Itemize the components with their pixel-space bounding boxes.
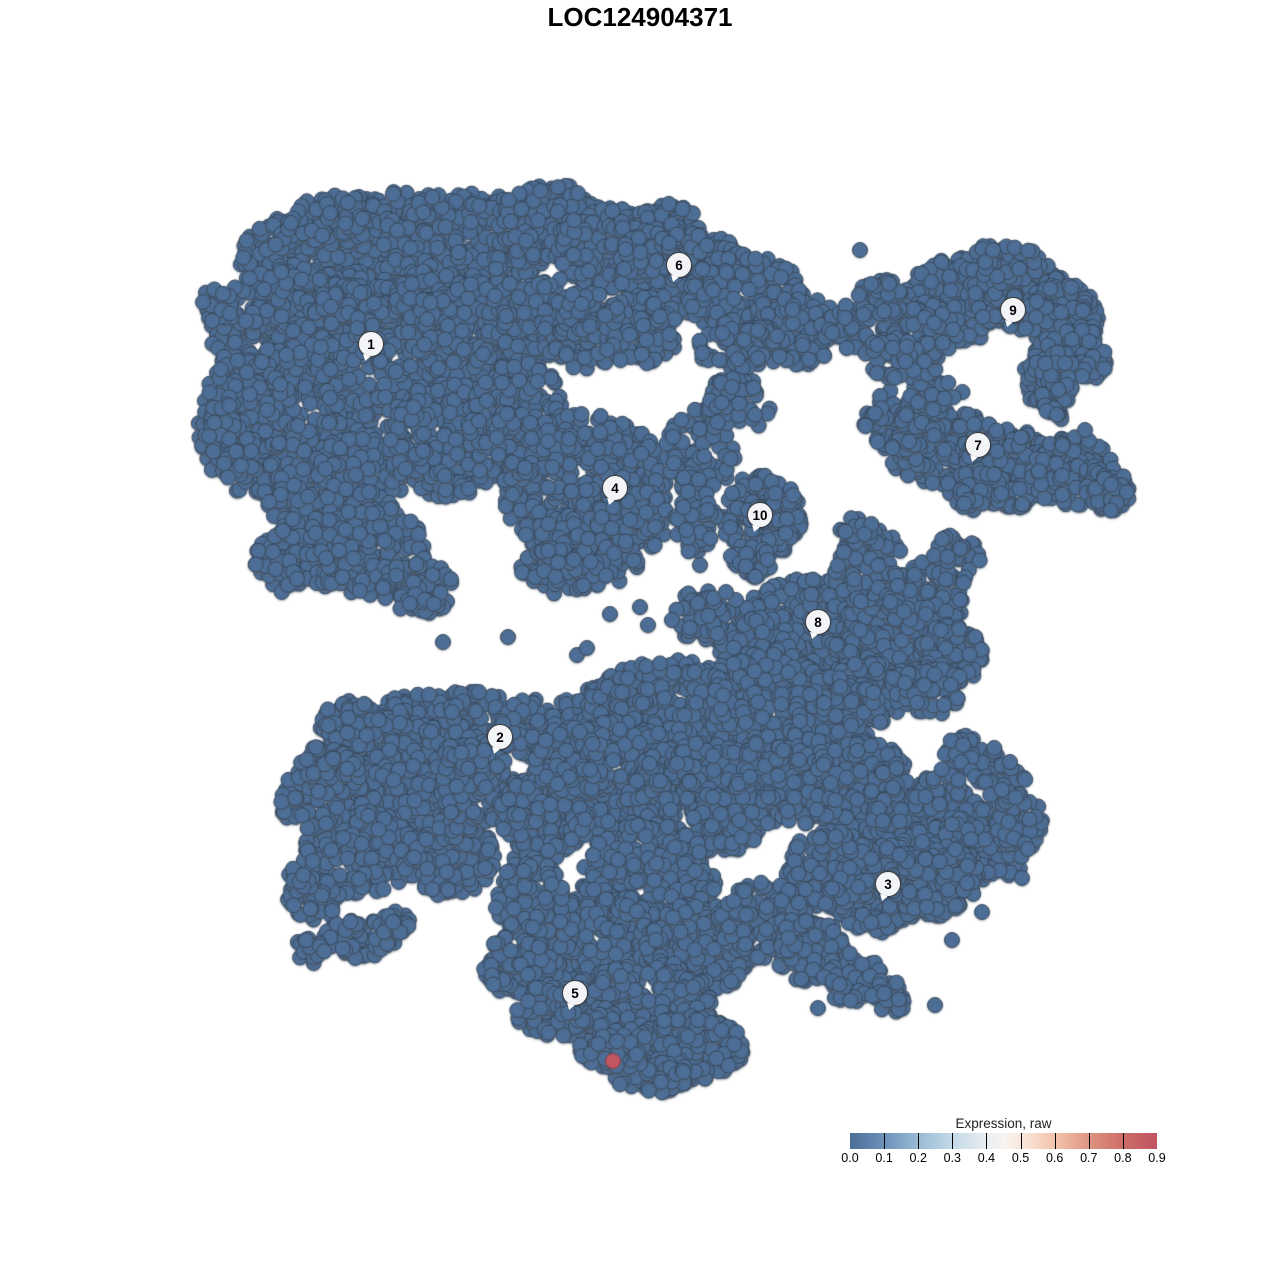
legend-tick-label: 0.0: [841, 1151, 859, 1165]
legend-tick-labels: 0.0 0.1 0.2 0.3 0.4 0.5 0.6 0.7 0.8 0.9: [841, 1151, 1165, 1167]
legend-gradient-bar: [850, 1133, 1157, 1149]
legend-tick-label: 0.3: [943, 1151, 962, 1165]
cluster-label-6[interactable]: 6: [666, 252, 692, 284]
cluster-label-1[interactable]: 1: [358, 331, 384, 363]
cluster-label-2[interactable]: 2: [487, 724, 513, 756]
legend-tick-label: 0.5: [1011, 1151, 1030, 1165]
cluster-label-10[interactable]: 10: [747, 502, 773, 534]
legend-tick-mark: [986, 1133, 988, 1149]
cluster-label-9[interactable]: 9: [1000, 297, 1026, 329]
legend-tick-mark: [884, 1133, 886, 1149]
legend-tick-mark: [1054, 1133, 1056, 1149]
legend-title: Expression, raw: [955, 1116, 1052, 1131]
legend-tick-mark: [1122, 1133, 1124, 1149]
cluster-label-8[interactable]: 8: [805, 609, 831, 641]
cluster-label-3[interactable]: 3: [875, 871, 901, 903]
cluster-label-5[interactable]: 5: [562, 980, 588, 1012]
legend-tick-mark: [1020, 1133, 1022, 1149]
legend-tick-mark: [952, 1133, 954, 1149]
cluster-label-7[interactable]: 7: [965, 432, 991, 464]
expression-legend: Expression, raw 0.0 0.1 0.2 0.3 0.4 0.5 0.6 0.7…: [841, 1116, 1165, 1168]
legend-tick-label: 0.4: [977, 1151, 996, 1165]
legend-tick-mark: [1088, 1133, 1090, 1149]
legend-tick-label: 0.8: [1114, 1151, 1132, 1165]
legend-tick-label: 0.2: [909, 1151, 927, 1165]
legend-tick-label: 0.1: [875, 1151, 893, 1165]
legend-tick-label: 0.9: [1148, 1151, 1166, 1165]
legend-tick-mark: [918, 1133, 920, 1149]
legend-tick-label: 0.6: [1045, 1151, 1064, 1165]
legend-tick-label: 0.7: [1080, 1151, 1098, 1165]
cluster-label-4[interactable]: 4: [602, 475, 628, 507]
